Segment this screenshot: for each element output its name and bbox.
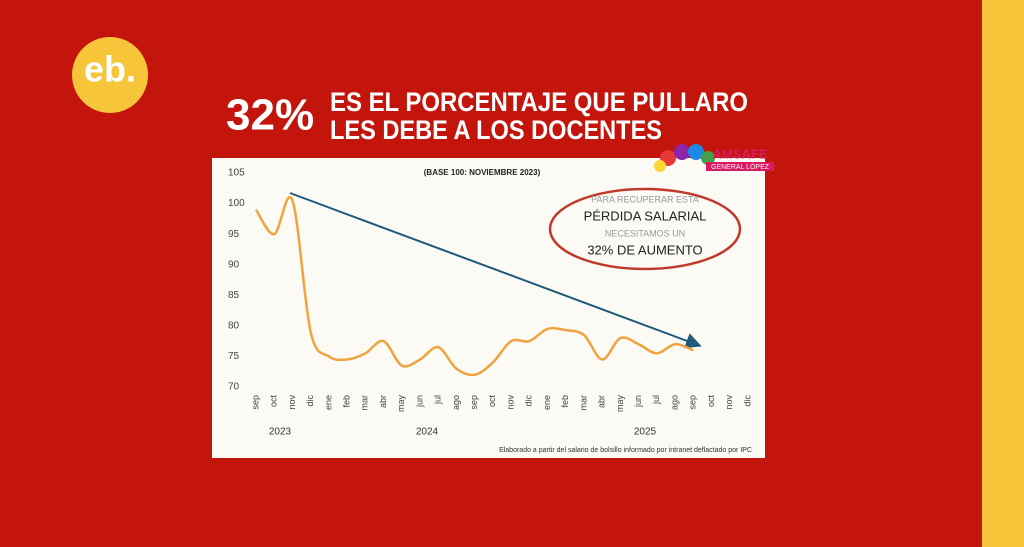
year-label: 2024 bbox=[416, 427, 439, 438]
y-tick-label: 85 bbox=[228, 290, 240, 301]
y-tick-label: 105 bbox=[228, 168, 245, 179]
badge-icon bbox=[654, 144, 715, 172]
chart-panel bbox=[212, 158, 765, 458]
x-tick-label: sep bbox=[469, 395, 479, 410]
x-tick-label: oct bbox=[487, 395, 497, 408]
y-tick-label: 90 bbox=[228, 259, 240, 270]
y-tick-label: 70 bbox=[228, 382, 240, 393]
x-tick-label: jul bbox=[433, 395, 443, 405]
callout-ring bbox=[548, 187, 742, 271]
headline-line: ES EL PORCENTAJE QUE PULLARO bbox=[330, 87, 748, 117]
headline-big: 32% bbox=[226, 91, 314, 140]
x-tick-label: dic bbox=[305, 395, 315, 407]
badge-band bbox=[706, 162, 774, 171]
callout-text: NECESITAMOS UN bbox=[605, 228, 685, 238]
logo: eb. bbox=[84, 49, 136, 90]
x-tick-label: abr bbox=[597, 395, 607, 408]
y-tick-label: 100 bbox=[228, 198, 245, 209]
chart-subtitle: (BASE 100: NOVIEMBRE 2023) bbox=[424, 168, 541, 177]
x-tick-label: ene bbox=[323, 395, 333, 410]
side-strip bbox=[982, 0, 1024, 547]
trend-arrow bbox=[289, 192, 702, 349]
x-tick-label: mar bbox=[578, 395, 588, 411]
callout-text: PÉRDIDA SALARIAL bbox=[584, 208, 707, 223]
source-note: Elaborado a partir del salario de bolsil… bbox=[499, 447, 752, 454]
year-label: 2023 bbox=[269, 427, 292, 438]
x-tick-label: jun bbox=[414, 395, 424, 408]
x-tick-label: oct bbox=[706, 395, 716, 408]
data-line bbox=[254, 196, 694, 377]
x-tick-label: sep bbox=[250, 395, 260, 410]
year-label: 2025 bbox=[634, 427, 657, 438]
x-tick-label: may bbox=[615, 395, 625, 413]
y-tick-label: 95 bbox=[228, 229, 240, 240]
x-tick-label: nov bbox=[505, 395, 515, 410]
x-tick-label: sep bbox=[688, 395, 698, 410]
callout-text: 32% DE AUMENTO bbox=[587, 242, 702, 257]
x-tick-label: feb bbox=[560, 395, 570, 408]
y-tick-label: 75 bbox=[228, 351, 240, 362]
badge-place: GENERAL LÓPEZ bbox=[711, 162, 770, 171]
callout-text: PARA RECUPERAR ESTA bbox=[591, 194, 699, 204]
y-tick-label: 80 bbox=[228, 320, 240, 331]
logo-circle bbox=[72, 37, 148, 113]
x-tick-label: ago bbox=[669, 395, 679, 410]
x-tick-label: jul bbox=[651, 395, 661, 405]
x-tick-label: may bbox=[396, 395, 406, 413]
x-tick-label: jun bbox=[633, 395, 643, 408]
x-tick-label: nov bbox=[724, 395, 734, 410]
x-tick-label: dic bbox=[524, 395, 534, 407]
x-tick-label: ago bbox=[451, 395, 461, 410]
x-tick-label: feb bbox=[341, 395, 351, 408]
headline-line: LES DEBE A LOS DOCENTES bbox=[330, 115, 662, 145]
x-tick-label: ene bbox=[542, 395, 552, 410]
x-tick-label: nov bbox=[287, 395, 297, 410]
badge-name: AMSAFE bbox=[713, 146, 768, 161]
x-tick-label: abr bbox=[378, 395, 388, 408]
x-tick-label: mar bbox=[360, 395, 370, 411]
x-tick-label: oct bbox=[269, 395, 279, 408]
x-tick-label: dic bbox=[742, 395, 752, 407]
